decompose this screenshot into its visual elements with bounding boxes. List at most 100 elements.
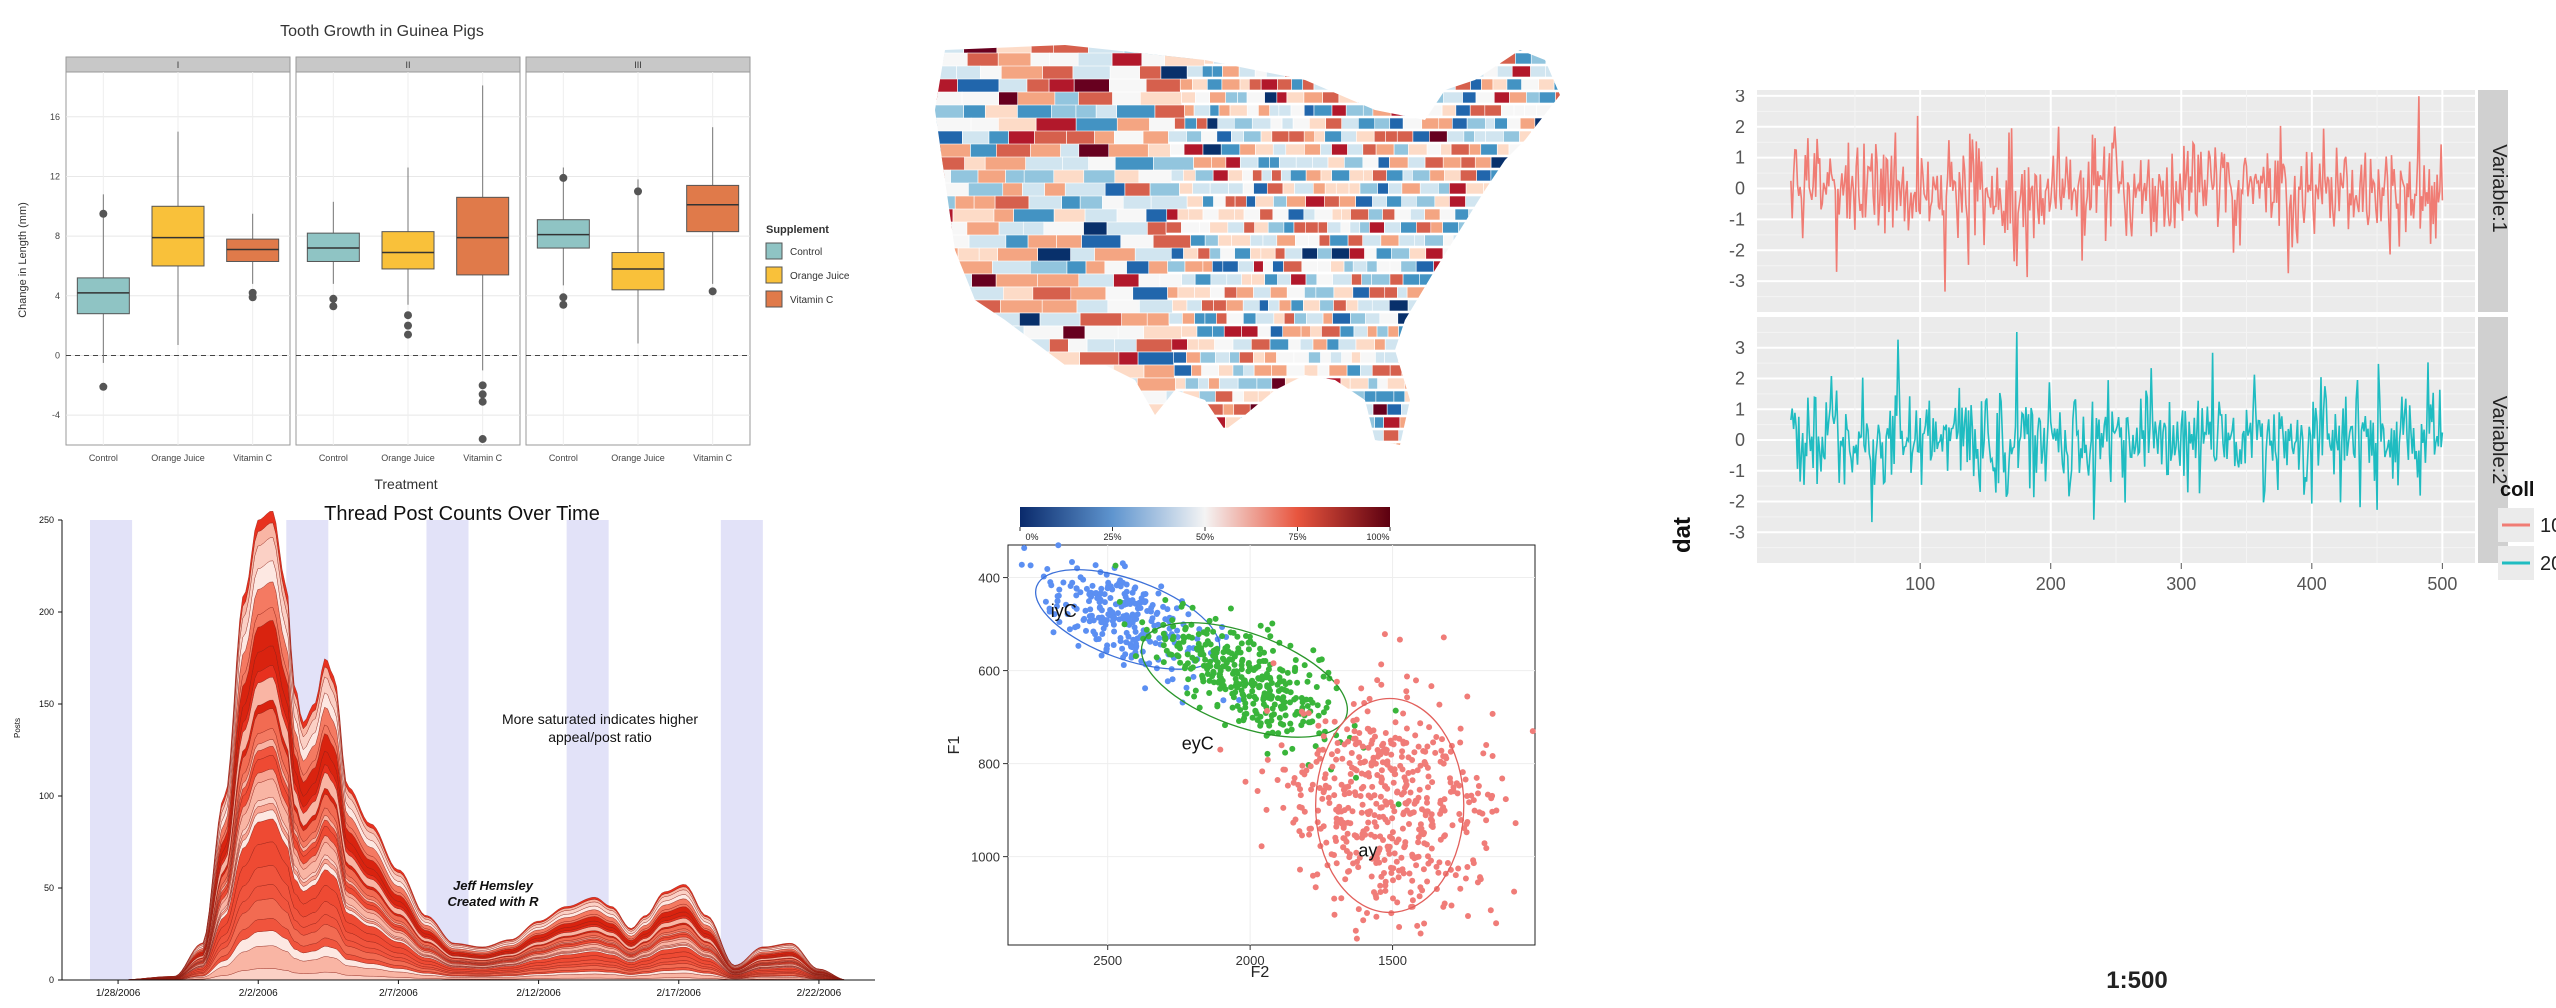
county-cell	[1338, 91, 1359, 104]
county-cell	[1562, 235, 1572, 246]
scatter-point	[1109, 586, 1116, 593]
county-cell	[1444, 169, 1461, 182]
county-cell	[1243, 221, 1255, 234]
legend-entry: Control	[790, 247, 822, 258]
county-cell	[1466, 117, 1486, 130]
county-cell	[1525, 208, 1541, 221]
box	[381, 231, 435, 270]
county-cell	[1412, 169, 1431, 182]
x-tick-label: Vitamin C	[233, 453, 272, 463]
scatter-point	[1358, 809, 1365, 816]
county-cell	[1388, 299, 1409, 312]
county-cell	[1212, 260, 1224, 273]
county-cell	[1168, 130, 1187, 143]
scatter-point	[1300, 718, 1307, 725]
county-cell	[1539, 208, 1553, 221]
scatter-point	[1413, 862, 1420, 869]
scatter-point	[1382, 816, 1389, 823]
county-cell	[1564, 66, 1573, 77]
county-cell	[1427, 442, 1444, 445]
scatter-point	[1456, 811, 1463, 817]
scatter-point	[1064, 611, 1071, 617]
scatter-point	[1314, 819, 1321, 826]
scatter-point	[1417, 930, 1424, 937]
county-cell	[1165, 221, 1182, 234]
scatter-point	[1415, 834, 1422, 841]
scatter-point	[1053, 603, 1060, 610]
county-cell	[1070, 286, 1107, 301]
county-cell	[1443, 338, 1461, 351]
scatter-point	[1457, 885, 1464, 892]
county-cell	[1121, 312, 1148, 327]
county-cell	[1415, 260, 1434, 273]
county-cell	[1379, 312, 1399, 325]
scatter-point	[1314, 750, 1321, 757]
scatter-point	[1305, 710, 1312, 717]
county-cell	[1462, 325, 1480, 338]
county-cell	[1199, 351, 1216, 364]
county-cell	[1250, 416, 1263, 429]
county-cell	[1295, 156, 1313, 169]
scatter-point	[1424, 743, 1431, 750]
county-cell	[1439, 208, 1456, 221]
county-cell	[1425, 286, 1439, 299]
county-cell	[1201, 299, 1214, 312]
county-cell	[1509, 429, 1520, 442]
county-cell	[1314, 208, 1333, 221]
county-cell	[1496, 195, 1513, 208]
scatter-point	[1529, 728, 1536, 735]
scatter-point	[1264, 756, 1271, 763]
x-tick-label: Orange Juice	[151, 453, 205, 463]
county-cell	[1225, 299, 1244, 312]
scatter-point	[1421, 920, 1428, 927]
county-cell	[950, 390, 990, 405]
y-axis-label: dat	[1669, 517, 1696, 553]
scatter-point	[1289, 745, 1296, 752]
scatter-point	[1346, 760, 1353, 767]
scatter-point	[1429, 779, 1436, 786]
y-tick-label: -1	[1729, 461, 1745, 481]
county-cell	[988, 390, 1008, 405]
county-cell	[1531, 156, 1547, 169]
county-cell	[1515, 286, 1527, 299]
county-cell	[1039, 312, 1081, 327]
scatter-point	[1304, 703, 1311, 709]
scatter-point	[1154, 609, 1161, 616]
scatter-point	[1098, 652, 1105, 659]
county-cell	[1481, 78, 1494, 91]
box-outlier	[404, 321, 412, 330]
scatter-point	[1456, 782, 1463, 789]
county-cell	[1522, 364, 1535, 377]
scatter-point	[1322, 718, 1329, 725]
scatter-point	[1287, 699, 1293, 706]
county-cell	[1562, 53, 1574, 64]
scatter-point	[1407, 789, 1414, 796]
scatter-point	[1369, 737, 1376, 744]
scatter-point	[1088, 593, 1095, 600]
colorbar-tick-label: 25%	[1103, 532, 1121, 542]
county-cell	[1332, 65, 1346, 78]
county-cell	[1234, 208, 1245, 221]
county-cell	[1228, 52, 1247, 65]
county-cell	[1037, 273, 1080, 288]
scatter-point	[1382, 730, 1389, 736]
county-cell	[1106, 377, 1138, 392]
plot-area	[1007, 544, 1536, 946]
scatter-point	[1428, 857, 1434, 864]
scatter-point	[1164, 606, 1171, 613]
scatter-point	[1470, 797, 1477, 804]
scatter-point	[1426, 724, 1433, 731]
county-cell	[1301, 260, 1318, 273]
county-cell	[1558, 286, 1560, 299]
county-cell	[1441, 364, 1452, 377]
county-cell	[1502, 442, 1518, 445]
scatter-point	[1351, 722, 1358, 729]
scatter-point	[1399, 748, 1406, 755]
scatter-point	[1475, 783, 1482, 789]
county-cell	[1260, 78, 1278, 91]
county-cell	[1374, 117, 1391, 130]
county-cell	[1260, 130, 1273, 143]
county-cell	[1384, 221, 1401, 234]
county-cell	[1217, 208, 1235, 221]
county-cell	[1556, 195, 1560, 208]
